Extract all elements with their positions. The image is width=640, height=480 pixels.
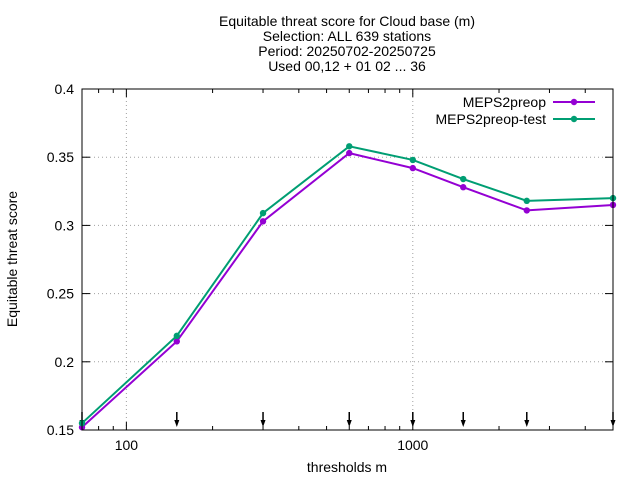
title-line-2: Selection: ALL 639 stations <box>263 28 431 44</box>
legend-label: MEPS2preop <box>463 94 546 110</box>
data-point <box>523 197 530 205</box>
threshold-marker-arrow <box>524 420 530 427</box>
data-point <box>409 164 416 172</box>
plot-frame <box>81 88 614 431</box>
data-point <box>259 209 267 217</box>
threshold-marker-arrow <box>410 420 416 427</box>
chart-title: Equitable threat score for Cloud base (m… <box>219 13 475 74</box>
threshold-marker-arrow <box>460 420 466 427</box>
data-point <box>460 175 467 183</box>
tick-layer: 0.15 0.2 0.25 0.3 0.35 0.4 100 1000 <box>47 81 613 453</box>
series-line <box>81 152 614 429</box>
legend-point <box>570 98 578 106</box>
title-line-4: Used 00,12 + 01 02 ... 36 <box>268 58 426 74</box>
threshold-marker-arrow <box>346 420 352 427</box>
data-point <box>259 218 267 225</box>
data-point <box>460 184 467 191</box>
y-tick-label: 0.4 <box>55 81 75 97</box>
y-tick-label: 0.2 <box>55 354 75 370</box>
grid-layer <box>82 89 613 430</box>
series-line <box>81 145 614 424</box>
y-tick-label: 0.35 <box>47 149 74 165</box>
y-tick-label: 0.25 <box>47 286 74 302</box>
series-layer <box>78 143 617 431</box>
threshold-marker-arrow <box>174 420 180 427</box>
legend-label: MEPS2preop-test <box>436 111 547 127</box>
title-line-1: Equitable threat score for Cloud base (m… <box>219 13 475 29</box>
threshold-marker-arrow <box>260 420 266 427</box>
x-axis-label: thresholds m <box>307 459 387 475</box>
x-tick-label: 100 <box>115 437 139 453</box>
data-point <box>523 207 530 214</box>
title-line-3: Period: 20250702-20250725 <box>258 43 436 59</box>
data-point <box>173 338 181 345</box>
data-point <box>346 143 353 150</box>
y-axis-label: Equitable threat score <box>4 191 20 327</box>
data-point <box>409 156 416 164</box>
y-tick-label: 0.3 <box>55 217 75 233</box>
y-tick-label: 0.15 <box>47 422 74 438</box>
data-point <box>346 149 353 157</box>
threshold-marker-layer <box>79 412 616 427</box>
data-point <box>173 332 181 340</box>
x-tick-label: 1000 <box>397 437 428 453</box>
legend-point <box>570 115 578 123</box>
